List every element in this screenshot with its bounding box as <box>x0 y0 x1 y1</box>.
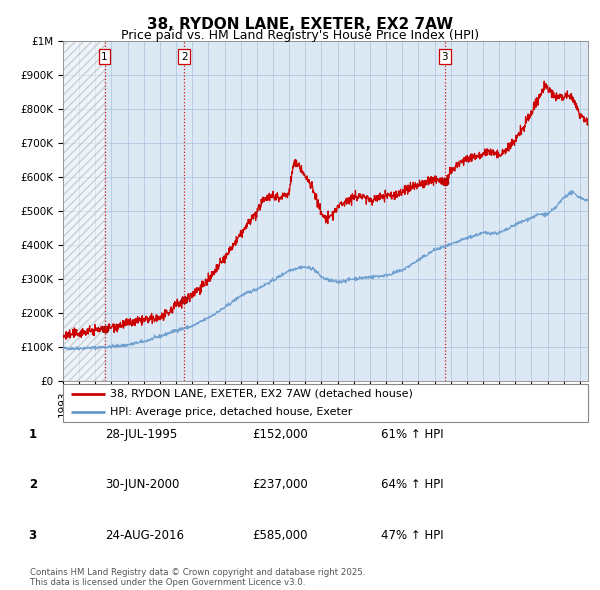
Text: Price paid vs. HM Land Registry's House Price Index (HPI): Price paid vs. HM Land Registry's House … <box>121 29 479 42</box>
Text: £237,000: £237,000 <box>252 478 308 491</box>
Text: 30-JUN-2000: 30-JUN-2000 <box>105 478 179 491</box>
Text: 1: 1 <box>29 428 37 441</box>
Text: 2: 2 <box>181 51 187 61</box>
Text: 28-JUL-1995: 28-JUL-1995 <box>105 428 177 441</box>
Text: 61% ↑ HPI: 61% ↑ HPI <box>381 428 443 441</box>
Text: £152,000: £152,000 <box>252 428 308 441</box>
Text: £585,000: £585,000 <box>252 529 308 542</box>
Text: 64% ↑ HPI: 64% ↑ HPI <box>381 478 443 491</box>
Text: 3: 3 <box>442 51 448 61</box>
Text: 3: 3 <box>29 529 37 542</box>
Text: HPI: Average price, detached house, Exeter: HPI: Average price, detached house, Exet… <box>110 407 353 417</box>
Text: 47% ↑ HPI: 47% ↑ HPI <box>381 529 443 542</box>
Text: 24-AUG-2016: 24-AUG-2016 <box>105 529 184 542</box>
Text: 38, RYDON LANE, EXETER, EX2 7AW (detached house): 38, RYDON LANE, EXETER, EX2 7AW (detache… <box>110 389 413 399</box>
Text: 38, RYDON LANE, EXETER, EX2 7AW: 38, RYDON LANE, EXETER, EX2 7AW <box>147 17 453 31</box>
Text: 1: 1 <box>101 51 108 61</box>
Text: 2: 2 <box>29 478 37 491</box>
FancyBboxPatch shape <box>63 384 588 422</box>
Text: Contains HM Land Registry data © Crown copyright and database right 2025.
This d: Contains HM Land Registry data © Crown c… <box>30 568 365 587</box>
